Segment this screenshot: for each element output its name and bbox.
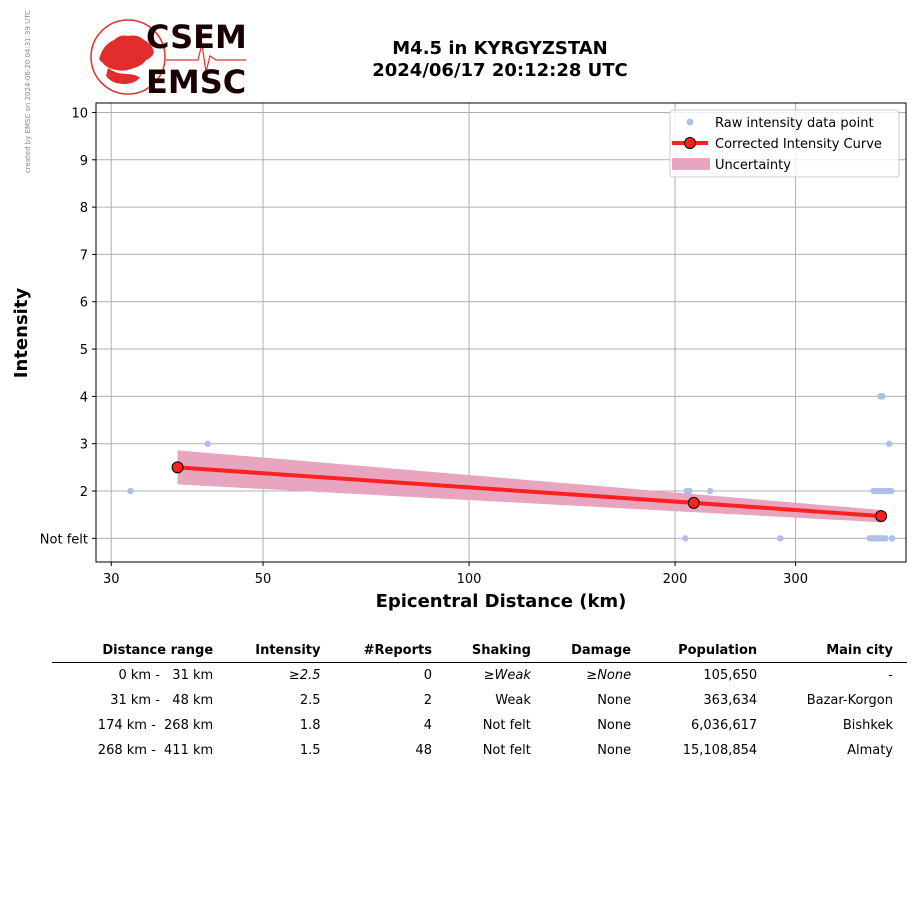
raw-data-point bbox=[682, 535, 689, 542]
table-cell-city: Almaty bbox=[847, 743, 893, 758]
table-cell-shaking: ≥Weak bbox=[483, 668, 531, 683]
legend-curve-marker bbox=[684, 137, 696, 149]
legend-box bbox=[669, 109, 900, 178]
table-cell-shaking: Not felt bbox=[482, 718, 531, 733]
table-header-cell: Shaking bbox=[445, 640, 545, 663]
y-tick-label: 5 bbox=[80, 343, 88, 358]
title-datetime: 2024/06/17 20:12:28 UTC bbox=[372, 60, 628, 81]
table-cell-city: - bbox=[888, 668, 893, 683]
table-header-cell: Damage bbox=[544, 640, 646, 663]
curve-marker bbox=[171, 461, 184, 474]
curve-marker bbox=[687, 496, 700, 509]
raw-data-point bbox=[882, 535, 889, 542]
raw-points-layer bbox=[127, 393, 896, 542]
x-tick-label: 300 bbox=[783, 572, 808, 587]
table-cell-range: 174 km - 268 km bbox=[97, 718, 214, 733]
raw-data-point bbox=[888, 487, 895, 495]
chart-title: M4.5 in KYRGYZSTAN 2024/06/17 20:12:28 U… bbox=[300, 38, 700, 82]
table-cell-population: 105,650 bbox=[703, 668, 758, 683]
table-cell-damage: None bbox=[597, 693, 632, 708]
table-header-cell: Distance range bbox=[52, 640, 228, 663]
table-cell-intensity: 1.8 bbox=[299, 718, 321, 733]
x-axis-label: Epicentral Distance (km) bbox=[376, 591, 627, 612]
raw-data-point bbox=[777, 535, 784, 542]
table-cell-shaking: Not felt bbox=[482, 743, 531, 758]
raw-data-point bbox=[706, 487, 714, 495]
table-cell-reports: 0 bbox=[423, 668, 432, 683]
table-cell-range: 268 km - 411 km bbox=[97, 743, 214, 758]
table-cell-range: 0 km - 31 km bbox=[118, 668, 214, 683]
table-cell-population: 6,036,617 bbox=[691, 718, 758, 733]
watermark-text: created by EMSC on 2024-06-20 04:31:39 U… bbox=[24, 10, 32, 173]
raw-data-point bbox=[888, 535, 896, 542]
table-row: 174 km - 268 km 1.8 4 Not felt None 6,036,617… bbox=[52, 713, 907, 738]
table-cell-city: Bishkek bbox=[842, 718, 893, 733]
y-tick-label: 6 bbox=[80, 296, 88, 311]
y-tick-label: 7 bbox=[80, 248, 88, 263]
table-row: 0 km - 31 km ≥2.5 0 ≥Weak ≥None 105,650 - bbox=[52, 663, 907, 689]
table-cell-intensity: 2.5 bbox=[299, 693, 321, 708]
logo-csem: CSEM bbox=[146, 18, 247, 56]
table-cell-population: 15,108,854 bbox=[682, 743, 758, 758]
y-tick-label: Not felt bbox=[40, 532, 88, 547]
legend: Raw intensity data point Corrected Inten… bbox=[669, 109, 900, 178]
table-cell-reports: 48 bbox=[415, 743, 432, 758]
title-event: M4.5 in KYRGYZSTAN bbox=[392, 38, 608, 59]
table-header-cell: #Reports bbox=[334, 640, 446, 663]
y-axis-label: Intensity bbox=[11, 288, 32, 379]
raw-data-point bbox=[204, 440, 211, 447]
table-cell-intensity: 1.5 bbox=[299, 743, 321, 758]
curve-marker bbox=[875, 510, 888, 523]
x-tick-label: 100 bbox=[457, 572, 482, 587]
table-row: 31 km - 48 km 2.5 2 Weak None 363,634 Bazar-Ko… bbox=[52, 688, 907, 713]
raw-data-point bbox=[127, 487, 134, 495]
y-tick-label: 2 bbox=[80, 485, 88, 500]
y-tick-label: 4 bbox=[80, 390, 88, 405]
table-header-row: Distance range Intensity #Reports Shaking Da… bbox=[52, 640, 907, 663]
y-tick-label: 8 bbox=[80, 201, 88, 216]
legend-curve-label: Corrected Intensity Curve bbox=[715, 137, 882, 152]
x-tick-label: 200 bbox=[663, 572, 688, 587]
raw-data-point bbox=[885, 440, 893, 447]
curve-layer bbox=[171, 461, 888, 523]
table-cell-damage: None bbox=[597, 743, 632, 758]
table-header-cell: Population bbox=[645, 640, 772, 663]
y-tick-label: 3 bbox=[80, 438, 88, 453]
legend-uncertainty-label: Uncertainty bbox=[715, 158, 791, 173]
table-cell-intensity: ≥2.5 bbox=[288, 668, 321, 683]
table-cell-population: 363,634 bbox=[703, 693, 758, 708]
table-cell-reports: 4 bbox=[423, 718, 432, 733]
table-cell-damage: None bbox=[597, 718, 632, 733]
table-cell-city: Bazar-Korgon bbox=[806, 693, 893, 708]
table-row: 268 km - 411 km 1.5 48 Not felt None 15,108,8… bbox=[52, 738, 907, 763]
table-header-cell: Main city bbox=[771, 640, 907, 663]
raw-data-point bbox=[879, 393, 886, 400]
x-tick-label: 50 bbox=[255, 572, 272, 587]
table-header-cell: Intensity bbox=[227, 640, 335, 663]
legend-raw-swatch bbox=[686, 118, 694, 126]
legend-raw-label: Raw intensity data point bbox=[715, 116, 874, 131]
raw-data-point bbox=[686, 487, 693, 495]
plot-frame bbox=[95, 102, 907, 563]
table-cell-range: 31 km - 48 km bbox=[110, 693, 214, 708]
table-cell-shaking: Weak bbox=[495, 693, 531, 708]
tick-labels: 30 50 100 200 300 Not felt 2 3 4 5 6 7 8 9 10 bbox=[40, 106, 808, 587]
y-tick-label: 9 bbox=[80, 154, 88, 169]
intensity-chart: 30 50 100 200 300 Not felt 2 3 4 5 6 7 8 9 10 Epicentr… bbox=[11, 102, 907, 612]
uncertainty-band-layer bbox=[177, 450, 882, 523]
corrected-intensity-curve bbox=[177, 465, 882, 519]
x-tick-label: 30 bbox=[103, 572, 120, 587]
watermark: created by EMSC on 2024-06-20 04:31:39 U… bbox=[24, 10, 32, 173]
logo-emsc: EMSC bbox=[146, 63, 246, 98]
csem-emsc-logo: CSEM EMSC bbox=[90, 18, 247, 98]
intensity-table: Distance range Intensity #Reports Shaking Da… bbox=[52, 640, 907, 763]
table-cell-reports: 2 bbox=[423, 693, 432, 708]
table-body: 0 km - 31 km ≥2.5 0 ≥Weak ≥None 105,650 - 31 km… bbox=[52, 663, 907, 764]
uncertainty-band bbox=[177, 450, 882, 523]
legend-uncertainty-swatch bbox=[672, 158, 710, 170]
table-cell-damage: ≥None bbox=[586, 668, 632, 683]
y-tick-label: 10 bbox=[71, 106, 88, 121]
